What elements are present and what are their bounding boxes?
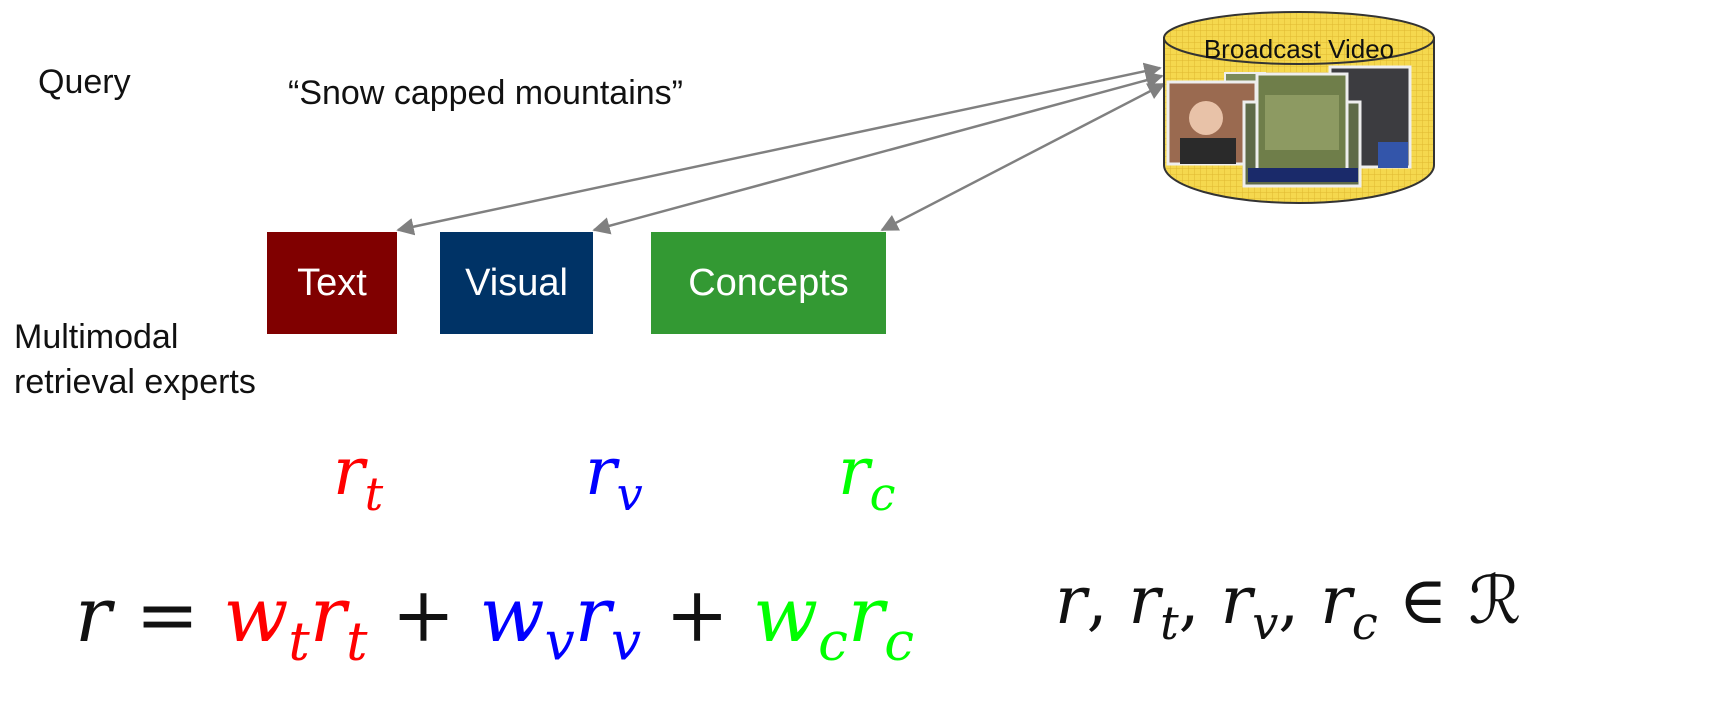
concepts-arrow: [880, 82, 1166, 232]
dom-comma-3: ,: [1278, 562, 1321, 639]
eq-wv: w: [479, 570, 545, 659]
visual-arrow: [592, 71, 1164, 235]
retrieval-arrows: [396, 62, 1166, 236]
eq-equals: =: [111, 570, 224, 659]
experts-label-line1: Multimodal: [14, 318, 179, 356]
eq-visual-term: wvrv: [479, 570, 642, 673]
experts-label-line2: retrieval experts: [14, 363, 256, 401]
visual-expert-label: Visual: [465, 261, 568, 304]
eq-text-term: wtrt: [223, 570, 367, 673]
concepts-score-r: r: [838, 433, 870, 510]
database-cylinder: [1163, 11, 1435, 204]
eq-wv-sub: v: [544, 610, 575, 673]
concepts-expert-box: Concepts: [651, 232, 886, 334]
text-arrow: [396, 62, 1162, 236]
visual-score: rv: [585, 432, 643, 534]
dom-rt-r: r: [1128, 562, 1161, 639]
visual-score-sub: v: [616, 467, 643, 522]
eq-r: r: [75, 570, 112, 659]
eq-rc-sub: c: [884, 610, 915, 673]
text-score-sub: t: [364, 467, 384, 522]
text-score-r: r: [333, 433, 365, 510]
dom-rt-sub: t: [1160, 596, 1179, 651]
dom-comma-1: ,: [1086, 562, 1129, 639]
visual-score-r: r: [585, 433, 617, 510]
eq-wc: w: [753, 570, 819, 659]
eq-plus-2: +: [641, 570, 754, 659]
dom-rc-sub: c: [1351, 596, 1378, 651]
eq-rt-sub: t: [346, 610, 368, 673]
eq-rc: r: [847, 570, 885, 659]
database-top: [1163, 11, 1435, 65]
database-label: Broadcast Video: [1203, 34, 1395, 64]
dom-rt: rt: [1128, 562, 1179, 650]
text-score: rt: [333, 432, 383, 534]
dom-comma-2: ,: [1178, 562, 1221, 639]
eq-wc-sub: c: [818, 610, 848, 673]
dom-r: r: [1055, 562, 1087, 639]
dom-rv-sub: v: [1252, 596, 1279, 651]
eq-rv-sub: v: [610, 610, 642, 673]
dom-element-of: ∈: [1377, 562, 1469, 639]
query-label: Query: [38, 63, 131, 101]
eq-plus-1: +: [367, 570, 480, 659]
eq-rv: r: [574, 570, 611, 659]
fusion-equation: r = wtrt + wvrv + wcrc: [75, 565, 914, 692]
video-thumbnails-icon: [1166, 65, 1412, 188]
domain-statement: r, rt, rv, rc ∈ ℛ: [1055, 555, 1521, 668]
concepts-expert-label: Concepts: [688, 261, 849, 304]
eq-rt: r: [309, 570, 347, 659]
dom-rv-r: r: [1220, 562, 1253, 639]
concepts-score: rc: [838, 432, 895, 534]
text-expert-label: Text: [297, 261, 367, 304]
dom-rc: rc: [1320, 562, 1377, 650]
dom-reals: ℛ: [1468, 562, 1522, 639]
visual-expert-box: Visual: [440, 232, 593, 334]
text-expert-box: Text: [267, 232, 397, 334]
eq-concepts-term: wcrc: [753, 570, 914, 673]
eq-wt: w: [223, 570, 289, 659]
eq-wt-sub: t: [288, 610, 310, 673]
dom-rv: rv: [1220, 562, 1279, 650]
dom-rc-r: r: [1320, 562, 1352, 639]
concepts-score-sub: c: [869, 467, 896, 522]
